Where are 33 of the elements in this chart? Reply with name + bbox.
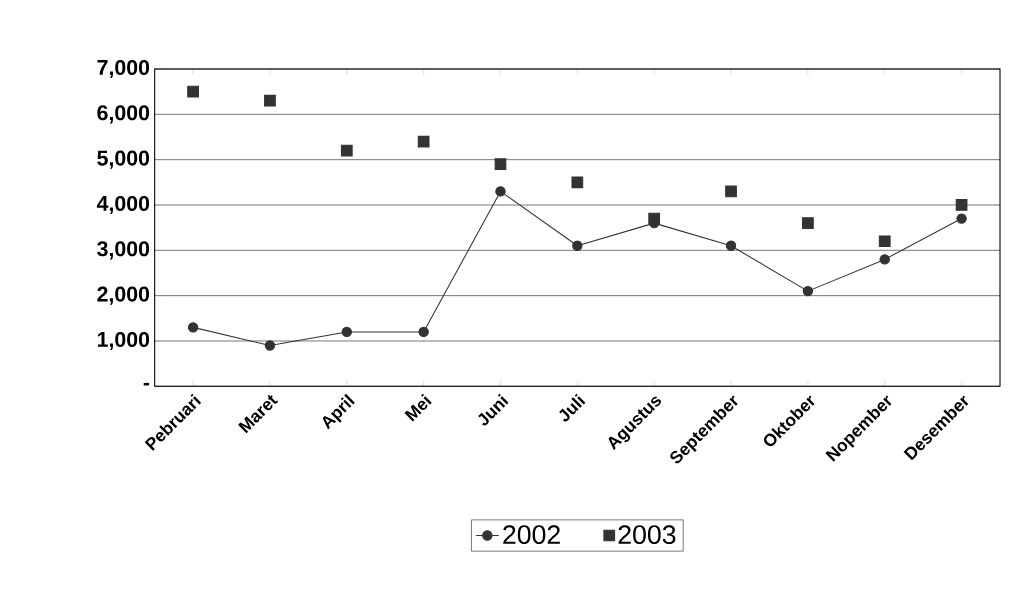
point — [495, 186, 506, 197]
point — [417, 135, 430, 148]
y-tick-label: 2,000 — [97, 286, 150, 305]
point — [802, 217, 814, 229]
y-tick-label: 3,000 — [97, 241, 150, 260]
legend-label: 2003 — [618, 525, 676, 545]
point — [418, 326, 429, 338]
y-tick-label: 4,000 — [96, 195, 150, 215]
point — [648, 212, 661, 225]
y-tick-label: - — [143, 382, 150, 386]
y-tick-label: 5,000 — [97, 150, 150, 169]
point — [956, 213, 967, 224]
y-tick-label: 1,000 — [97, 331, 150, 351]
point — [340, 144, 353, 157]
point — [955, 199, 968, 211]
point — [187, 322, 199, 333]
point — [725, 185, 737, 198]
point — [187, 85, 199, 98]
point — [264, 340, 276, 351]
point — [879, 254, 890, 265]
y-tick-label: 7,000 — [97, 59, 150, 79]
point — [571, 176, 584, 189]
y-tick-label: 6,000 — [97, 105, 150, 124]
point — [494, 158, 507, 171]
legend-label: 2002 — [503, 525, 560, 545]
x-tick-label: Juli — [559, 393, 586, 422]
point — [264, 94, 276, 107]
point — [341, 326, 352, 338]
point — [802, 285, 814, 297]
x-tick-label: Mei — [404, 393, 432, 422]
point — [878, 235, 891, 248]
point — [572, 240, 583, 251]
point — [725, 240, 737, 251]
